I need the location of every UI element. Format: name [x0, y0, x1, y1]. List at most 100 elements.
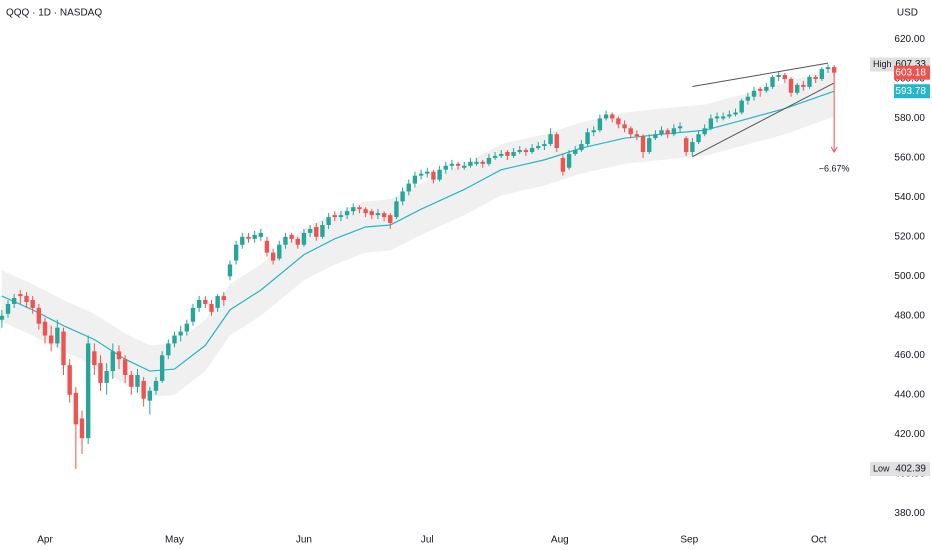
- candle-body: [505, 151, 510, 156]
- candle-body: [104, 371, 109, 383]
- candle-body: [135, 375, 140, 387]
- candle-body: [159, 355, 165, 381]
- candle-body: [172, 335, 177, 344]
- low-label: Low: [873, 463, 890, 473]
- candle-body: [603, 114, 609, 119]
- candle-body: [671, 128, 677, 135]
- candle-body: [85, 343, 91, 439]
- candle-body: [702, 128, 707, 135]
- y-tick-label: 560.00: [894, 153, 925, 164]
- trendline: [692, 82, 835, 158]
- candle-body: [184, 323, 190, 332]
- x-tick-label: Oct: [811, 535, 827, 546]
- ma-last-box: [894, 84, 930, 99]
- candle-body: [634, 134, 640, 137]
- candle-body: [215, 296, 220, 308]
- candle-body: [221, 296, 227, 300]
- candle-body: [36, 307, 42, 324]
- candle-body: [363, 209, 368, 214]
- candle-body: [511, 151, 516, 156]
- candle-body: [400, 191, 405, 202]
- candle-body: [788, 78, 794, 93]
- x-tick-label: Jun: [296, 535, 312, 546]
- candle-body: [455, 163, 461, 166]
- candle-body: [246, 236, 251, 239]
- x-tick-label: May: [165, 535, 184, 546]
- candle-body: [369, 211, 374, 216]
- candle-body: [295, 238, 300, 245]
- x-tick-label: Aug: [551, 535, 569, 546]
- candle-body: [708, 118, 714, 129]
- candle-body: [745, 96, 751, 101]
- currency: USD: [897, 8, 918, 19]
- candle-body: [270, 252, 276, 261]
- candle-body: [529, 148, 535, 152]
- candle-body: [714, 116, 720, 119]
- candle-body: [153, 380, 159, 391]
- candle-body: [227, 264, 233, 277]
- candle-body: [289, 234, 294, 239]
- candle-body: [542, 144, 547, 147]
- low-label-box: [870, 461, 894, 476]
- candle-body: [357, 207, 362, 210]
- candle-body: [30, 300, 35, 308]
- y-tick-label: 520.00: [894, 231, 925, 242]
- candle-body: [301, 232, 307, 245]
- candle-body: [332, 215, 337, 218]
- candle-body: [240, 236, 245, 245]
- candle-body: [597, 118, 603, 131]
- candle-body: [566, 153, 572, 168]
- candle-body: [98, 363, 103, 383]
- candle-body: [480, 161, 485, 164]
- candle-body: [0, 315, 5, 320]
- candle-body: [18, 294, 23, 297]
- high-label-box: [870, 57, 894, 72]
- candle-body: [42, 321, 48, 336]
- candle-body: [122, 359, 128, 375]
- candle-body: [640, 136, 646, 152]
- low-value: 402.39: [895, 464, 926, 475]
- candle-body: [573, 150, 578, 154]
- candle-body: [48, 335, 54, 344]
- high-label: High: [873, 59, 892, 69]
- candle-body: [203, 300, 208, 304]
- candle-body: [449, 163, 455, 166]
- trendline: [692, 62, 829, 87]
- candle-body: [338, 215, 344, 218]
- candle-body: [55, 327, 60, 344]
- candle-body: [73, 392, 79, 425]
- candle-body: [720, 116, 726, 119]
- y-tick-label: 500.00: [894, 271, 925, 282]
- candle-body: [591, 130, 596, 133]
- x-tick-label: Sep: [680, 535, 698, 546]
- y-tick-label: 460.00: [894, 350, 925, 361]
- candle-body: [351, 207, 356, 212]
- candle-body: [79, 418, 85, 439]
- candle-body: [757, 88, 763, 91]
- candle-body: [233, 244, 239, 261]
- candle-body: [825, 67, 831, 70]
- candle-body: [813, 76, 818, 79]
- candle-body: [418, 173, 424, 176]
- candle-body: [412, 175, 418, 184]
- candle-body: [147, 390, 153, 401]
- candle-body: [326, 217, 331, 225]
- candle-body: [794, 84, 800, 93]
- y-tick-label: 620.00: [894, 34, 925, 45]
- candle-body: [770, 76, 775, 87]
- candle-body: [764, 86, 769, 91]
- candle-body: [751, 90, 757, 97]
- last-price-box: [894, 65, 930, 80]
- candle-body: [517, 150, 522, 152]
- candle-body: [536, 146, 541, 149]
- low-box: [894, 461, 930, 476]
- candle-body: [320, 225, 325, 237]
- candle-body: [474, 161, 479, 164]
- candle-body: [585, 132, 590, 145]
- candle-body: [684, 138, 689, 152]
- candle-body: [24, 296, 29, 302]
- candle-body: [801, 84, 806, 87]
- candle-body: [314, 226, 319, 237]
- candle-body: [381, 213, 387, 218]
